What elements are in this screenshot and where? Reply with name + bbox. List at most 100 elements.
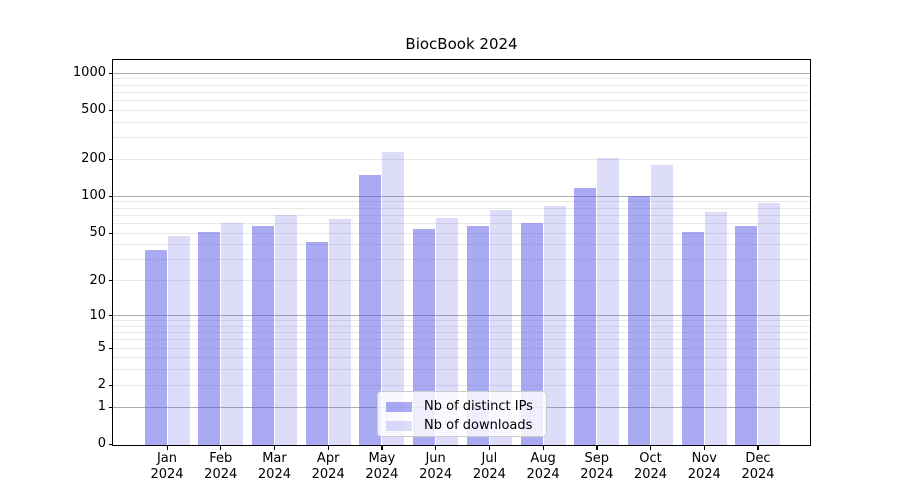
legend-item-distinct-ips: Nb of distinct IPs <box>386 397 538 416</box>
x-tick-mark <box>273 446 276 450</box>
bars-layer <box>113 60 810 445</box>
minor-gridline <box>113 91 810 93</box>
major-gridline <box>113 195 810 197</box>
y-tick-label: 50 <box>89 225 106 241</box>
y-tick-mark <box>109 109 113 111</box>
y-tick-mark <box>109 195 113 198</box>
minor-gridline <box>113 339 810 341</box>
y-tick-label: 100 <box>81 188 106 204</box>
bar-downloads-apr <box>328 219 351 445</box>
legend-label: Nb of downloads <box>424 417 533 433</box>
x-tick-label-apr: Apr 2024 <box>311 451 345 482</box>
minor-gridline <box>113 109 810 111</box>
minor-gridline <box>113 137 810 139</box>
major-gridline <box>113 315 810 317</box>
legend: Nb of distinct IPs Nb of downloads <box>377 391 547 437</box>
bar-ips-jan <box>144 250 167 445</box>
minor-gridline <box>113 320 810 322</box>
x-tick-mark <box>327 446 329 450</box>
bar-ips-jul <box>466 226 489 445</box>
bar-ips-aug <box>520 222 543 445</box>
minor-gridline <box>113 78 810 80</box>
y-tick-label: 1 <box>97 399 106 415</box>
bar-downloads-jul <box>489 209 512 445</box>
x-tick-mark <box>220 446 222 450</box>
y-tick-mark <box>109 280 113 282</box>
minor-gridline <box>113 384 810 386</box>
bar-downloads-oct <box>651 165 674 445</box>
minor-gridline <box>113 369 810 371</box>
x-tick-label-nov: Nov 2024 <box>687 451 721 482</box>
bar-downloads-sep <box>597 157 620 445</box>
x-tick-mark <box>596 446 598 450</box>
bar-ips-oct <box>628 195 651 445</box>
minor-gridline <box>113 347 810 349</box>
minor-gridline <box>113 259 810 261</box>
y-tick-label: 500 <box>81 102 106 118</box>
major-gridline <box>113 72 810 74</box>
x-tick-mark <box>650 446 652 450</box>
y-tick-mark <box>109 232 113 234</box>
x-tick-label-sep: Sep 2024 <box>580 451 614 482</box>
y-tick-label: 2 <box>97 377 106 393</box>
minor-gridline <box>113 121 810 123</box>
minor-gridline <box>113 332 810 334</box>
chart-title: BiocBook 2024 <box>405 35 518 53</box>
y-tick-label: 1000 <box>72 65 106 81</box>
y-tick-mark <box>109 406 113 408</box>
x-tick-label-jun: Jun 2024 <box>419 451 453 482</box>
x-tick-mark <box>703 446 705 450</box>
x-tick-label-feb: Feb 2024 <box>204 451 238 482</box>
bar-ips-mar <box>251 226 274 445</box>
x-tick-mark <box>435 446 437 450</box>
y-tick-mark <box>109 443 113 446</box>
bar-downloads-jan <box>167 236 190 445</box>
x-tick-label-dec: Dec 2024 <box>741 451 775 482</box>
legend-label: Nb of distinct IPs <box>424 398 533 414</box>
bar-downloads-mar <box>274 215 297 445</box>
gridlines-layer <box>113 60 810 445</box>
y-tick-label: 10 <box>89 307 106 323</box>
x-tick-mark <box>542 446 544 450</box>
plot-area: Nb of distinct IPs Nb of downloads <box>112 59 811 446</box>
y-tick-mark <box>109 315 113 317</box>
x-tick-label-oct: Oct 2024 <box>633 451 668 482</box>
y-tick-mark <box>109 384 113 387</box>
y-tick-label: 20 <box>89 272 106 288</box>
minor-gridline <box>113 158 810 160</box>
bar-ips-feb <box>198 232 221 445</box>
minor-gridline <box>113 100 810 101</box>
minor-gridline <box>113 201 810 203</box>
bar-downloads-feb <box>221 223 244 445</box>
bar-downloads-aug <box>543 205 566 445</box>
minor-gridline <box>113 207 810 209</box>
x-tick-label-mar: Mar 2024 <box>257 451 291 482</box>
minor-gridline <box>113 280 810 282</box>
x-tick-mark <box>381 446 383 450</box>
x-tick-mark <box>488 446 491 450</box>
minor-gridline <box>113 357 810 359</box>
y-tick-label: 0 <box>97 436 106 452</box>
bar-downloads-dec <box>758 203 781 445</box>
bar-downloads-nov <box>704 212 727 445</box>
legend-swatch-downloads <box>386 420 412 431</box>
bar-ips-may <box>359 174 382 445</box>
bar-downloads-may <box>382 152 405 445</box>
bar-ips-nov <box>681 232 704 445</box>
x-tick-mark <box>757 446 759 450</box>
x-tick-label-aug: Aug 2024 <box>526 451 560 482</box>
y-tick-mark <box>109 72 113 74</box>
bar-ips-dec <box>735 226 758 445</box>
bar-ips-sep <box>574 188 597 445</box>
minor-gridline <box>113 232 810 234</box>
x-tick-label-may: May 2024 <box>365 451 399 482</box>
bar-ips-apr <box>305 242 328 445</box>
x-tick-label-jul: Jul 2024 <box>472 451 506 482</box>
y-tick-mark <box>109 347 113 349</box>
minor-gridline <box>113 222 810 224</box>
y-tick-label: 5 <box>97 340 106 356</box>
bar-downloads-jun <box>436 218 459 445</box>
minor-gridline <box>113 214 810 216</box>
y-tick-label: 200 <box>81 151 106 167</box>
